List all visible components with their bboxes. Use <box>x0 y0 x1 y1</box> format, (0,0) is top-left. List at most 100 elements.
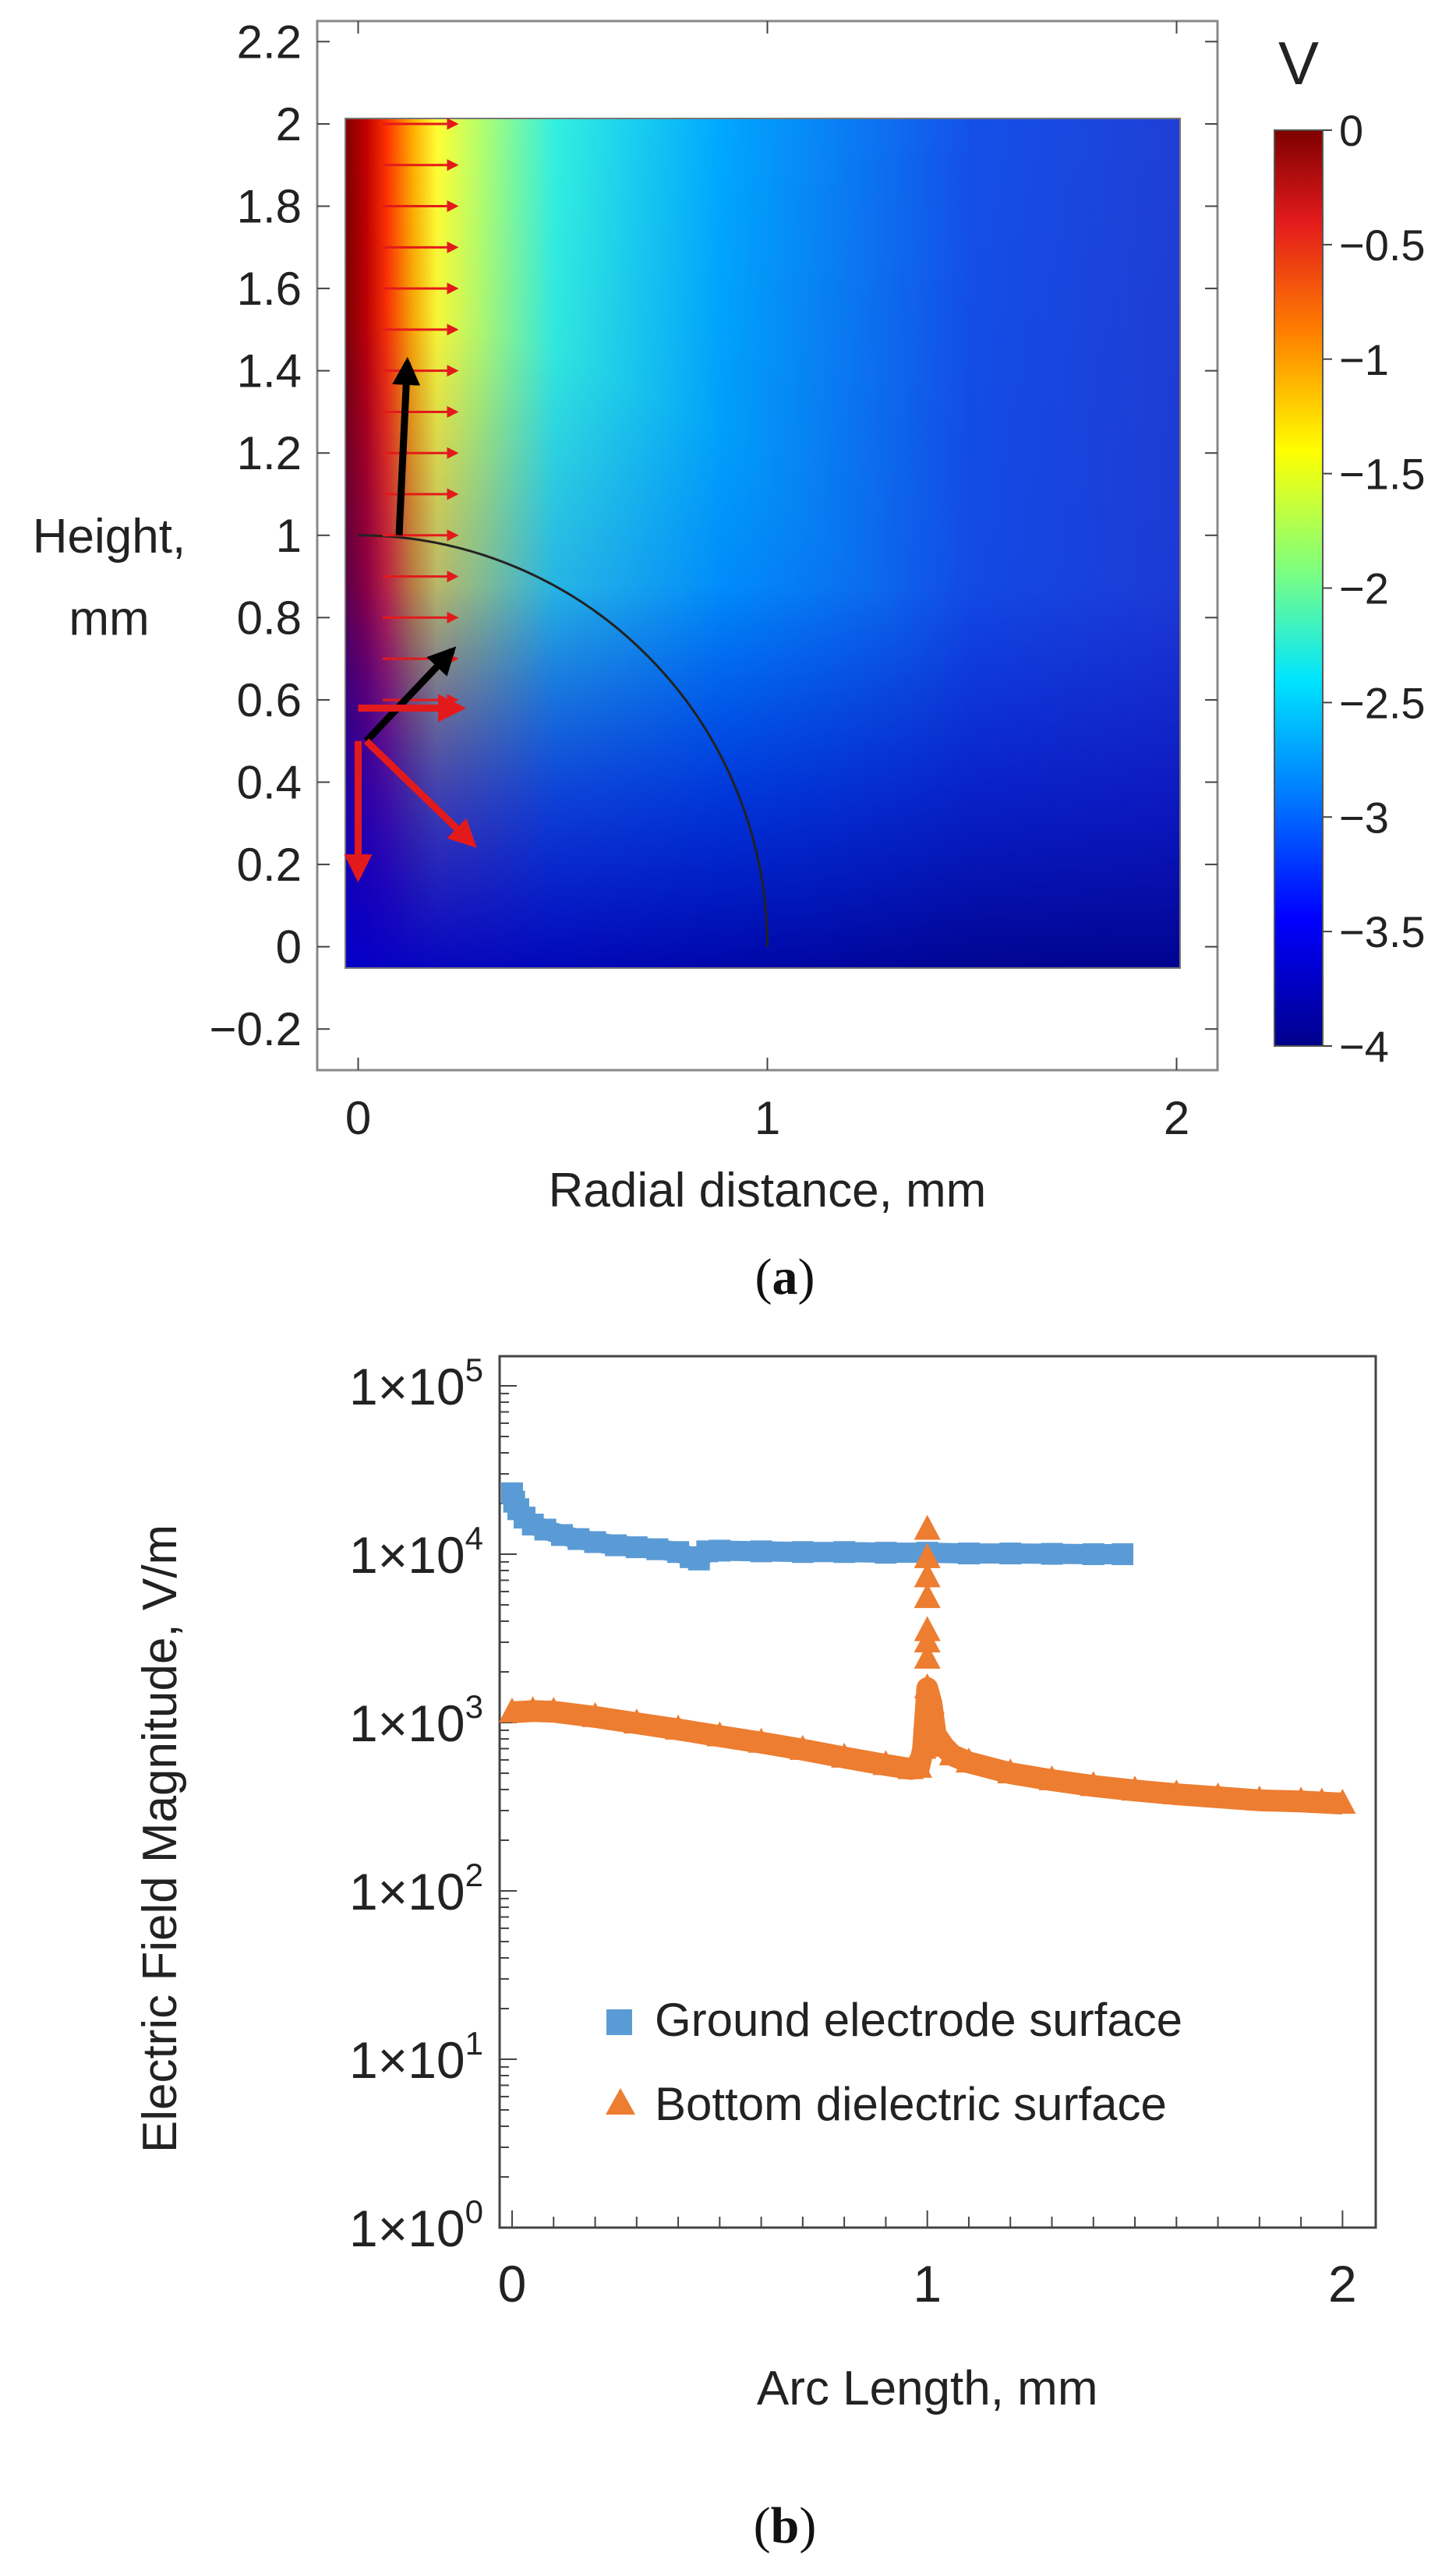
y-tick-label-base: 1×10 <box>349 1863 465 1921</box>
colorbar-tick-label: −2.5 <box>1339 678 1426 727</box>
panel-a-caption: (a) <box>755 1249 815 1306</box>
x-tick-label: 1 <box>755 1092 780 1144</box>
colorbar: V 0 −0.5 −1 −1.5 −2 −2.5 −3 −3.5 −4 <box>1274 29 1426 1071</box>
data-point-square <box>875 1542 897 1564</box>
data-point-triangle <box>747 1727 775 1753</box>
data-point-square <box>584 1531 606 1553</box>
panel-b-y-axis-label: Electric Field Magnitude, V/m <box>133 1525 187 2153</box>
colorbar-tick-label: −3.5 <box>1339 907 1426 956</box>
x-tick-label: 0 <box>345 1092 371 1144</box>
y-tick-label: 1.4 <box>237 345 302 398</box>
y-tick-label: 0.8 <box>237 592 302 644</box>
y-tick-label: 0.2 <box>237 839 302 891</box>
data-point-triangle <box>914 1514 941 1540</box>
y-tick-label: 1.2 <box>237 427 302 479</box>
data-point-triangle <box>872 1750 899 1776</box>
y-tick-label-base: 1×10 <box>349 2200 465 2257</box>
panel-b-caption-letter: b <box>771 2497 800 2554</box>
data-point-square <box>791 1541 814 1564</box>
potential-field <box>345 118 1181 969</box>
data-point-triangle <box>914 1562 941 1588</box>
y-tick-label: 0 <box>276 921 302 974</box>
y-tick-label: 1.8 <box>237 181 302 233</box>
data-point-square <box>1041 1542 1063 1565</box>
data-point-triangle <box>540 1697 567 1723</box>
colorbar-tick-label: −1 <box>1339 335 1389 384</box>
field-vector <box>363 646 457 744</box>
x-tick-label: 2 <box>1164 1092 1189 1144</box>
data-point-triangle <box>581 1701 609 1727</box>
data-point-triangle <box>1163 1779 1190 1805</box>
field-vector <box>363 738 477 848</box>
data-point-triangle <box>706 1721 733 1747</box>
x-tick-label: 0 <box>498 2255 527 2313</box>
panel-a-heatmap: 0 1 2 −0.2 0 0.2 0.4 0.6 0.8 1 1.2 1.4 1.6 1.8 2 2.2 Ra… <box>33 16 1426 1306</box>
data-point-square <box>750 1540 772 1563</box>
y-tick-label-exponent: 0 <box>465 2193 483 2230</box>
panel-a-x-axis-label: Radial distance, mm <box>549 1164 987 1217</box>
colorbar-ticks: 0 −0.5 −1 −1.5 −2 −2.5 −3 −3.5 −4 <box>1323 106 1426 1071</box>
colorbar-tick-label: −0.5 <box>1339 221 1426 270</box>
panel-b-axes-frame <box>498 1355 1377 2229</box>
data-point-triangle <box>914 1542 941 1568</box>
y-tick-label: 2 <box>276 98 302 150</box>
panel-b-caption: (b) <box>754 2497 817 2554</box>
field-vector <box>392 356 421 536</box>
y-tick-label-exponent: 4 <box>465 1520 483 1557</box>
data-point-triangle <box>914 1583 941 1609</box>
potential-field-border <box>345 118 1181 969</box>
data-point-triangle <box>906 1752 933 1778</box>
data-point-square <box>605 1534 627 1557</box>
data-point-triangle <box>910 1733 937 1759</box>
x-tick-label: 2 <box>1328 2255 1357 2313</box>
data-point-triangle <box>914 1673 941 1698</box>
data-point-triangle <box>498 1697 525 1723</box>
y-tick-label: 1×100 <box>349 2193 483 2257</box>
data-point-triangle <box>623 1708 650 1733</box>
legend-label-ground: Ground electrode surface <box>655 1994 1182 2046</box>
data-point-square <box>957 1542 980 1565</box>
y-tick-label: 1×105 <box>349 1352 483 1415</box>
data-point-triangle <box>831 1742 858 1768</box>
y-tick-label: 1×102 <box>349 1857 483 1921</box>
data-point-square <box>833 1541 856 1564</box>
y-tick-label-base: 1×10 <box>349 1694 465 1752</box>
colorbar-gradient <box>1274 129 1324 1047</box>
y-tick-label: 0.6 <box>237 674 302 726</box>
y-tick-label-base: 1×10 <box>349 1526 465 1584</box>
legend-marker-ground <box>606 2009 632 2035</box>
y-tick-label: 1.6 <box>237 263 302 315</box>
data-point-square <box>999 1542 1022 1565</box>
y-tick-label-exponent: 5 <box>465 1352 483 1388</box>
data-point-triangle <box>938 1740 966 1765</box>
data-point-triangle <box>1246 1785 1273 1811</box>
panel-a-caption-letter: a <box>772 1249 798 1306</box>
colorbar-tick-label: 0 <box>1339 106 1363 155</box>
y-tick-label: 1×101 <box>349 2025 483 2089</box>
y-tick-label-base: 1×10 <box>349 1358 465 1415</box>
y-tick-label: 1×103 <box>349 1688 483 1752</box>
panel-a-y-axis-label-line1: Height, <box>33 510 186 564</box>
y-tick-label-exponent: 1 <box>465 2025 483 2062</box>
data-point-triangle <box>1122 1776 1149 1801</box>
data-point-triangle <box>1288 1786 1315 1812</box>
data-point-triangle <box>1308 1787 1335 1813</box>
data-point-triangle <box>1329 1789 1356 1815</box>
data-point-square <box>625 1536 648 1559</box>
y-tick-label-base: 1×10 <box>349 2031 465 2089</box>
colorbar-tick-label: −3 <box>1339 793 1389 842</box>
field-vectors <box>344 356 477 883</box>
colorbar-tick-label: −1.5 <box>1339 450 1426 499</box>
colorbar-unit: V <box>1278 29 1319 97</box>
panel-a-y-axis-label-line2: mm <box>69 592 149 645</box>
data-point-triangle <box>1080 1771 1107 1797</box>
legend: Ground electrode surface Bottom dielectr… <box>606 1994 1182 2130</box>
series-ground-electrode-surface <box>500 1482 1134 1571</box>
y-tick-label: 1×104 <box>349 1520 483 1584</box>
data-point-triangle <box>997 1758 1024 1784</box>
data-point-square <box>646 1538 669 1560</box>
legend-label-bottom: Bottom dielectric surface <box>655 2078 1167 2130</box>
